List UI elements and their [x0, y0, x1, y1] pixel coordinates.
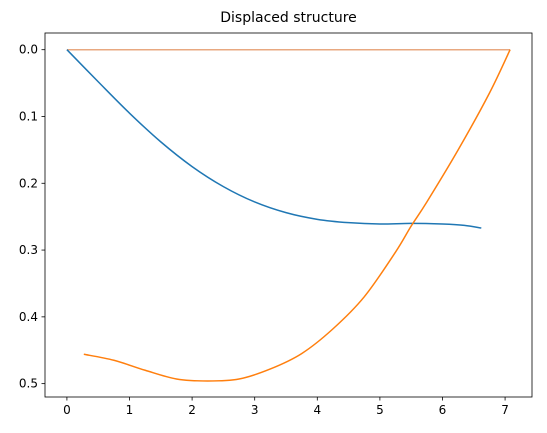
x-tick-label: 7: [501, 403, 509, 417]
y-tick-label: 0.1: [19, 109, 38, 123]
x-tick-label: 1: [126, 403, 134, 417]
series-line-3: [83, 49, 511, 382]
x-tick-label: 4: [313, 403, 321, 417]
x-tick-label: 6: [439, 403, 447, 417]
x-tick-label: 0: [63, 403, 71, 417]
y-tick-label: 0.3: [19, 243, 38, 257]
chart-title: Displaced structure: [220, 10, 357, 26]
y-tick-label: 0.4: [19, 310, 38, 324]
axes-frame: [44, 32, 533, 398]
x-tick-label: 3: [251, 403, 259, 417]
axes-layer: 0 1 2 3 4 5 6 7 0.0 0.1 0.2 0.3 0.4 0.5: [19, 32, 533, 417]
y-tick-label: 0.2: [19, 176, 38, 190]
y-tick-label: 0.0: [19, 43, 38, 57]
series-layer: [66, 48, 511, 382]
y-tick-label: 0.5: [19, 377, 38, 391]
series-line-2: [66, 49, 482, 229]
x-tick-label: 2: [188, 403, 196, 417]
x-tick-label: 5: [376, 403, 384, 417]
